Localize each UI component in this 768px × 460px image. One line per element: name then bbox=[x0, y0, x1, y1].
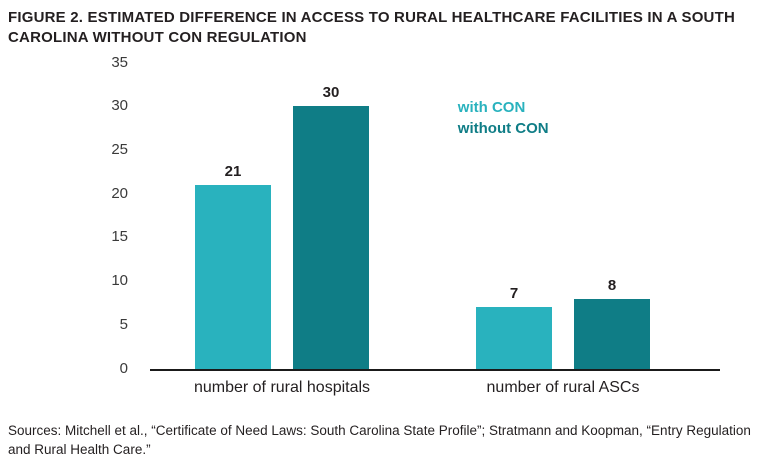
legend-item: without CON bbox=[457, 120, 549, 138]
bar-value-label: 8 bbox=[607, 276, 617, 294]
bar-with-label: 7 bbox=[476, 285, 552, 369]
bar-groups: 21 30 7 8 bbox=[150, 63, 720, 369]
bar-group: 21 30 bbox=[195, 84, 369, 369]
figure-title: FIGURE 2. ESTIMATED DIFFERENCE IN ACCESS… bbox=[8, 9, 735, 47]
x-axis-category-label: number of rural hospitals bbox=[193, 378, 371, 396]
y-tick-label: 10 bbox=[111, 272, 128, 290]
bar-with-label: 8 bbox=[574, 277, 650, 369]
bar-without-con bbox=[293, 106, 369, 369]
x-axis-labels: number of rural hospitals number of rural… bbox=[150, 379, 720, 397]
bar-value-label: 21 bbox=[224, 162, 242, 180]
bar-with-con bbox=[476, 307, 552, 369]
x-axis-category-label: number of rural ASCs bbox=[486, 378, 640, 396]
y-axis: 0 5 10 15 20 25 30 35 bbox=[80, 54, 140, 377]
plot-area: 21 30 7 8 with CON without CON bbox=[150, 63, 720, 371]
y-tick-label: 0 bbox=[119, 359, 128, 377]
y-tick-label: 5 bbox=[119, 315, 128, 333]
bar-without-con bbox=[574, 298, 650, 369]
bar-value-label: 30 bbox=[322, 84, 340, 102]
y-tick-label: 25 bbox=[111, 140, 128, 158]
source-note: Sources: Mitchell et al., “Certificate o… bbox=[8, 422, 751, 458]
bar-with-con bbox=[195, 184, 271, 369]
legend-item: with CON bbox=[457, 98, 526, 116]
y-tick-label: 30 bbox=[111, 97, 128, 115]
y-tick-label: 15 bbox=[111, 228, 128, 246]
bar-with-label: 30 bbox=[293, 84, 369, 369]
bar-value-label: 7 bbox=[509, 285, 519, 303]
legend: with CON without CON bbox=[458, 97, 549, 141]
y-tick-label: 35 bbox=[111, 53, 128, 71]
chart: 0 5 10 15 20 25 30 35 21 30 7 8 with CON without CO… bbox=[80, 54, 720, 377]
y-tick-label: 20 bbox=[111, 184, 128, 202]
bar-with-label: 21 bbox=[195, 163, 271, 369]
